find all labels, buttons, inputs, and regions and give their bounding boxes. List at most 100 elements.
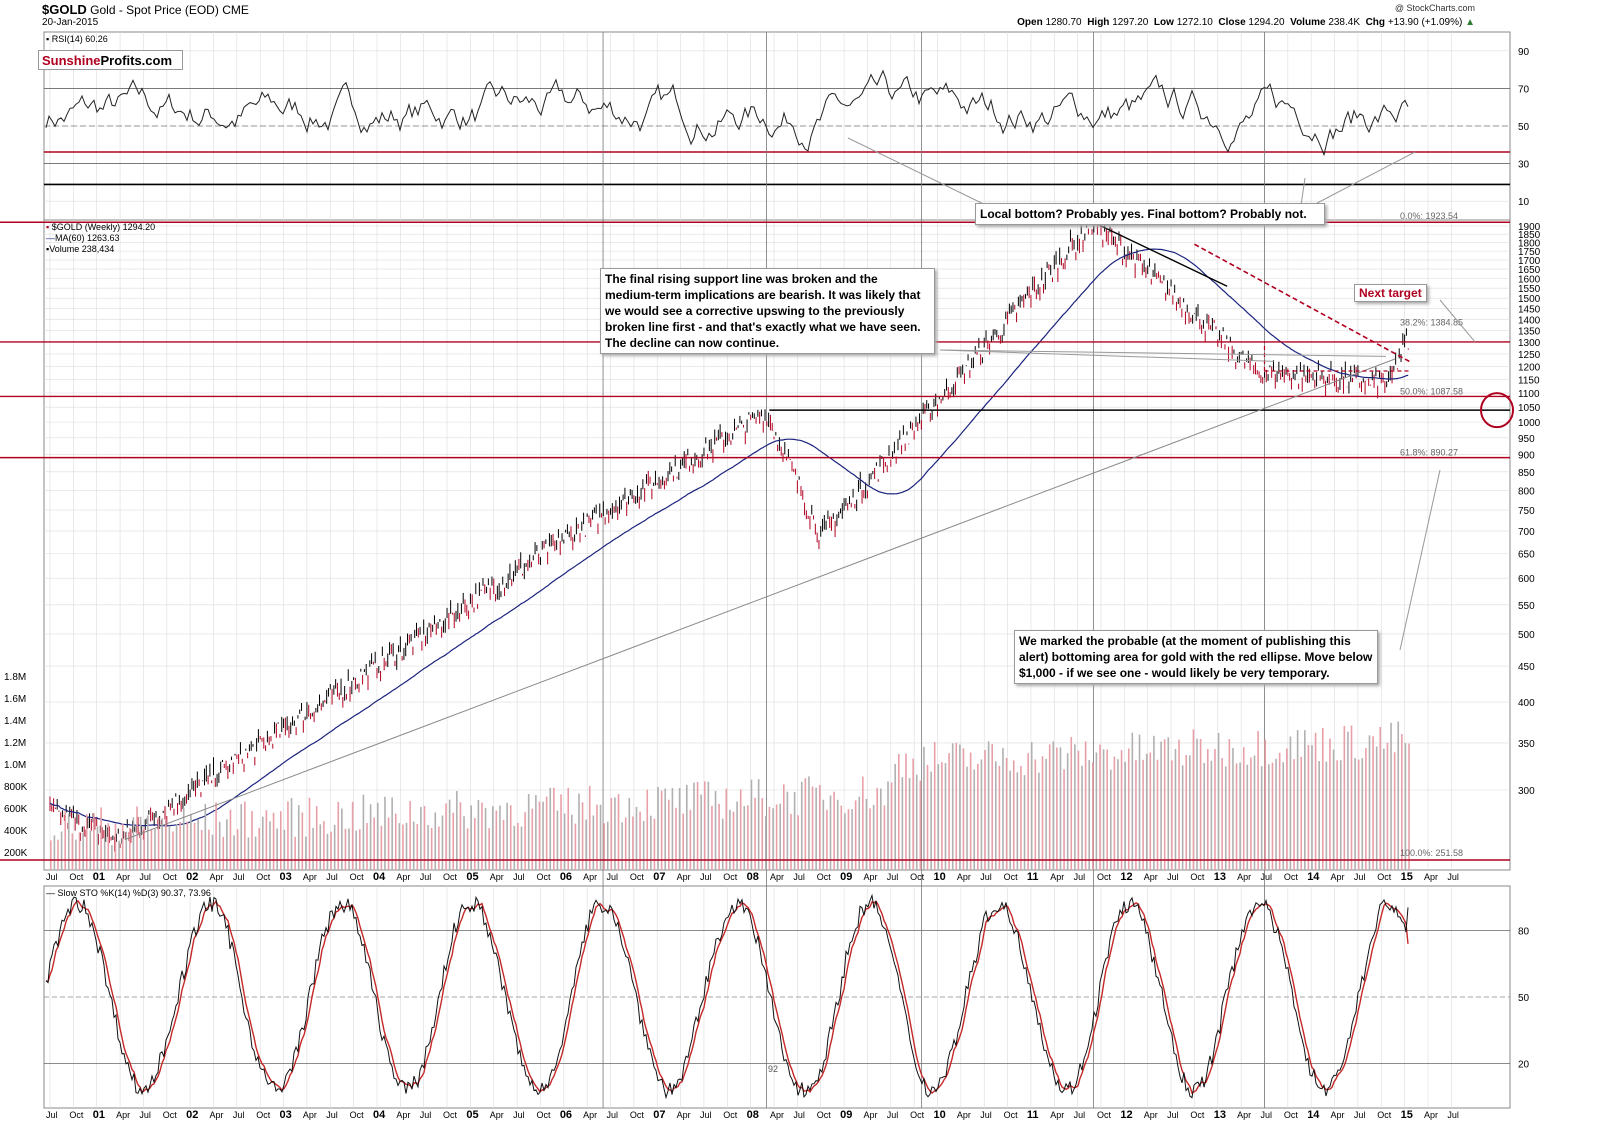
volume-bar [369,804,372,870]
volume-bar [477,800,480,870]
x-tick-label: Apr [116,1110,130,1120]
volume-bar [226,819,228,870]
volume-bar [689,809,692,870]
price-tick-label: 1750 [1518,247,1541,258]
volume-bar [121,823,124,870]
volume-bar [1386,742,1389,870]
volume-tick-label: 600K [4,804,28,815]
volume-bar [1314,732,1317,870]
volume-bar [308,797,311,870]
volume-bar [1106,749,1108,870]
volume-bar [125,831,128,870]
x-tick-label: Jul [887,1110,899,1120]
volume-bar [1311,745,1313,870]
x-tick-label: Oct [817,1110,832,1120]
volume-bar [1016,772,1019,870]
x-tick-label: Apr [1237,872,1251,882]
x-tick-label: Apr [1424,1110,1438,1120]
ma-legend-icon: — [46,233,55,243]
volume-bar [1329,738,1331,870]
volume-bar [538,801,541,870]
volume-bar [1102,749,1105,870]
volume-bar [333,824,336,870]
volume-bar [380,825,383,870]
volume-bar [1260,766,1263,870]
volume-bar [660,790,663,870]
volume-bar [434,812,437,870]
volume-bar [768,806,771,870]
volume-bar [869,808,871,870]
next-target-callout: Next target [1354,284,1427,302]
volume-bar [287,801,289,870]
volume-bar [1063,769,1065,870]
volume-bar [1404,742,1407,870]
volume-bar [1189,755,1191,870]
volume-bar [772,808,774,870]
volume-bar [247,837,250,870]
volume-bar [297,805,300,870]
volume-bar [1149,752,1152,870]
volume-bar [808,776,810,870]
change-value: +13.90 (+1.09%) [1387,17,1463,28]
volume-bar [190,814,192,870]
x-tick-label: 10 [934,871,946,883]
volume-bar [632,816,634,870]
price-tick-label: 700 [1518,527,1535,538]
volume-bar [840,805,843,870]
volume-bar [1289,736,1292,870]
volume-bar [312,827,314,870]
x-tick-label: Apr [583,872,597,882]
volume-bar [272,812,275,870]
sunshine-profits-logo: SunshineProfits.com [38,50,183,70]
price-tick-label: 1450 [1518,305,1541,316]
volume-bar [1117,759,1119,870]
bottoming-ellipse [1480,392,1514,429]
volume-bar [635,806,638,870]
x-tick-label: Oct [536,1110,551,1120]
volume-bar [1347,731,1349,870]
x-tick-label: Jul [1074,872,1086,882]
volume-bar [1153,735,1155,870]
volume-bar [703,781,706,870]
volume-bar [545,796,548,870]
price-tick-label: 800 [1518,486,1535,497]
volume-bar [1221,758,1223,870]
volume-bar [172,831,174,870]
sto-tick-label: 50 [1518,993,1530,1004]
volume-bar [75,839,77,870]
volume-bar [707,781,710,870]
volume-bar [85,814,88,870]
volume-bar [1390,722,1392,870]
rsi-legend: ▪ RSI(14) 60.26 [46,34,108,44]
tick-labels: Jul Jul Oct Oct 01 01 Apr Apr Jul Jul Oct Oct 02 02 Ap… [4,47,1541,1121]
x-tick-label: Apr [396,1110,410,1120]
ma-line [49,248,1409,827]
volume-bar [736,801,738,870]
volume-bar [858,796,861,870]
volume-bar [1077,750,1080,870]
volume-bar [1052,741,1055,870]
x-tick-label: Apr [863,1110,877,1120]
x-tick-label: Apr [490,1110,504,1120]
volume-bar [621,822,623,870]
volume-bar [908,778,911,870]
grid-lines [44,32,1510,1108]
volume-bar [987,741,990,870]
volume-bar [542,801,544,870]
volume-bar [405,822,408,870]
volume-bar [628,798,631,870]
volume-tick-label: 1.2M [4,738,26,749]
volume-bar [790,813,792,870]
volume-bar [1383,748,1385,870]
x-tick-label: Oct [163,1110,178,1120]
x-tick-label: 06 [560,1109,572,1121]
volume-bar [351,801,354,870]
volume-bar [1045,758,1047,870]
chart-date: 20-Jan-2015 [42,17,99,28]
volume-bar [1095,752,1098,870]
volume-bar [797,815,799,870]
volume-tick-label: 1.6M [4,694,26,705]
x-tick-label: Apr [1050,872,1064,882]
volume-bar [872,804,875,870]
